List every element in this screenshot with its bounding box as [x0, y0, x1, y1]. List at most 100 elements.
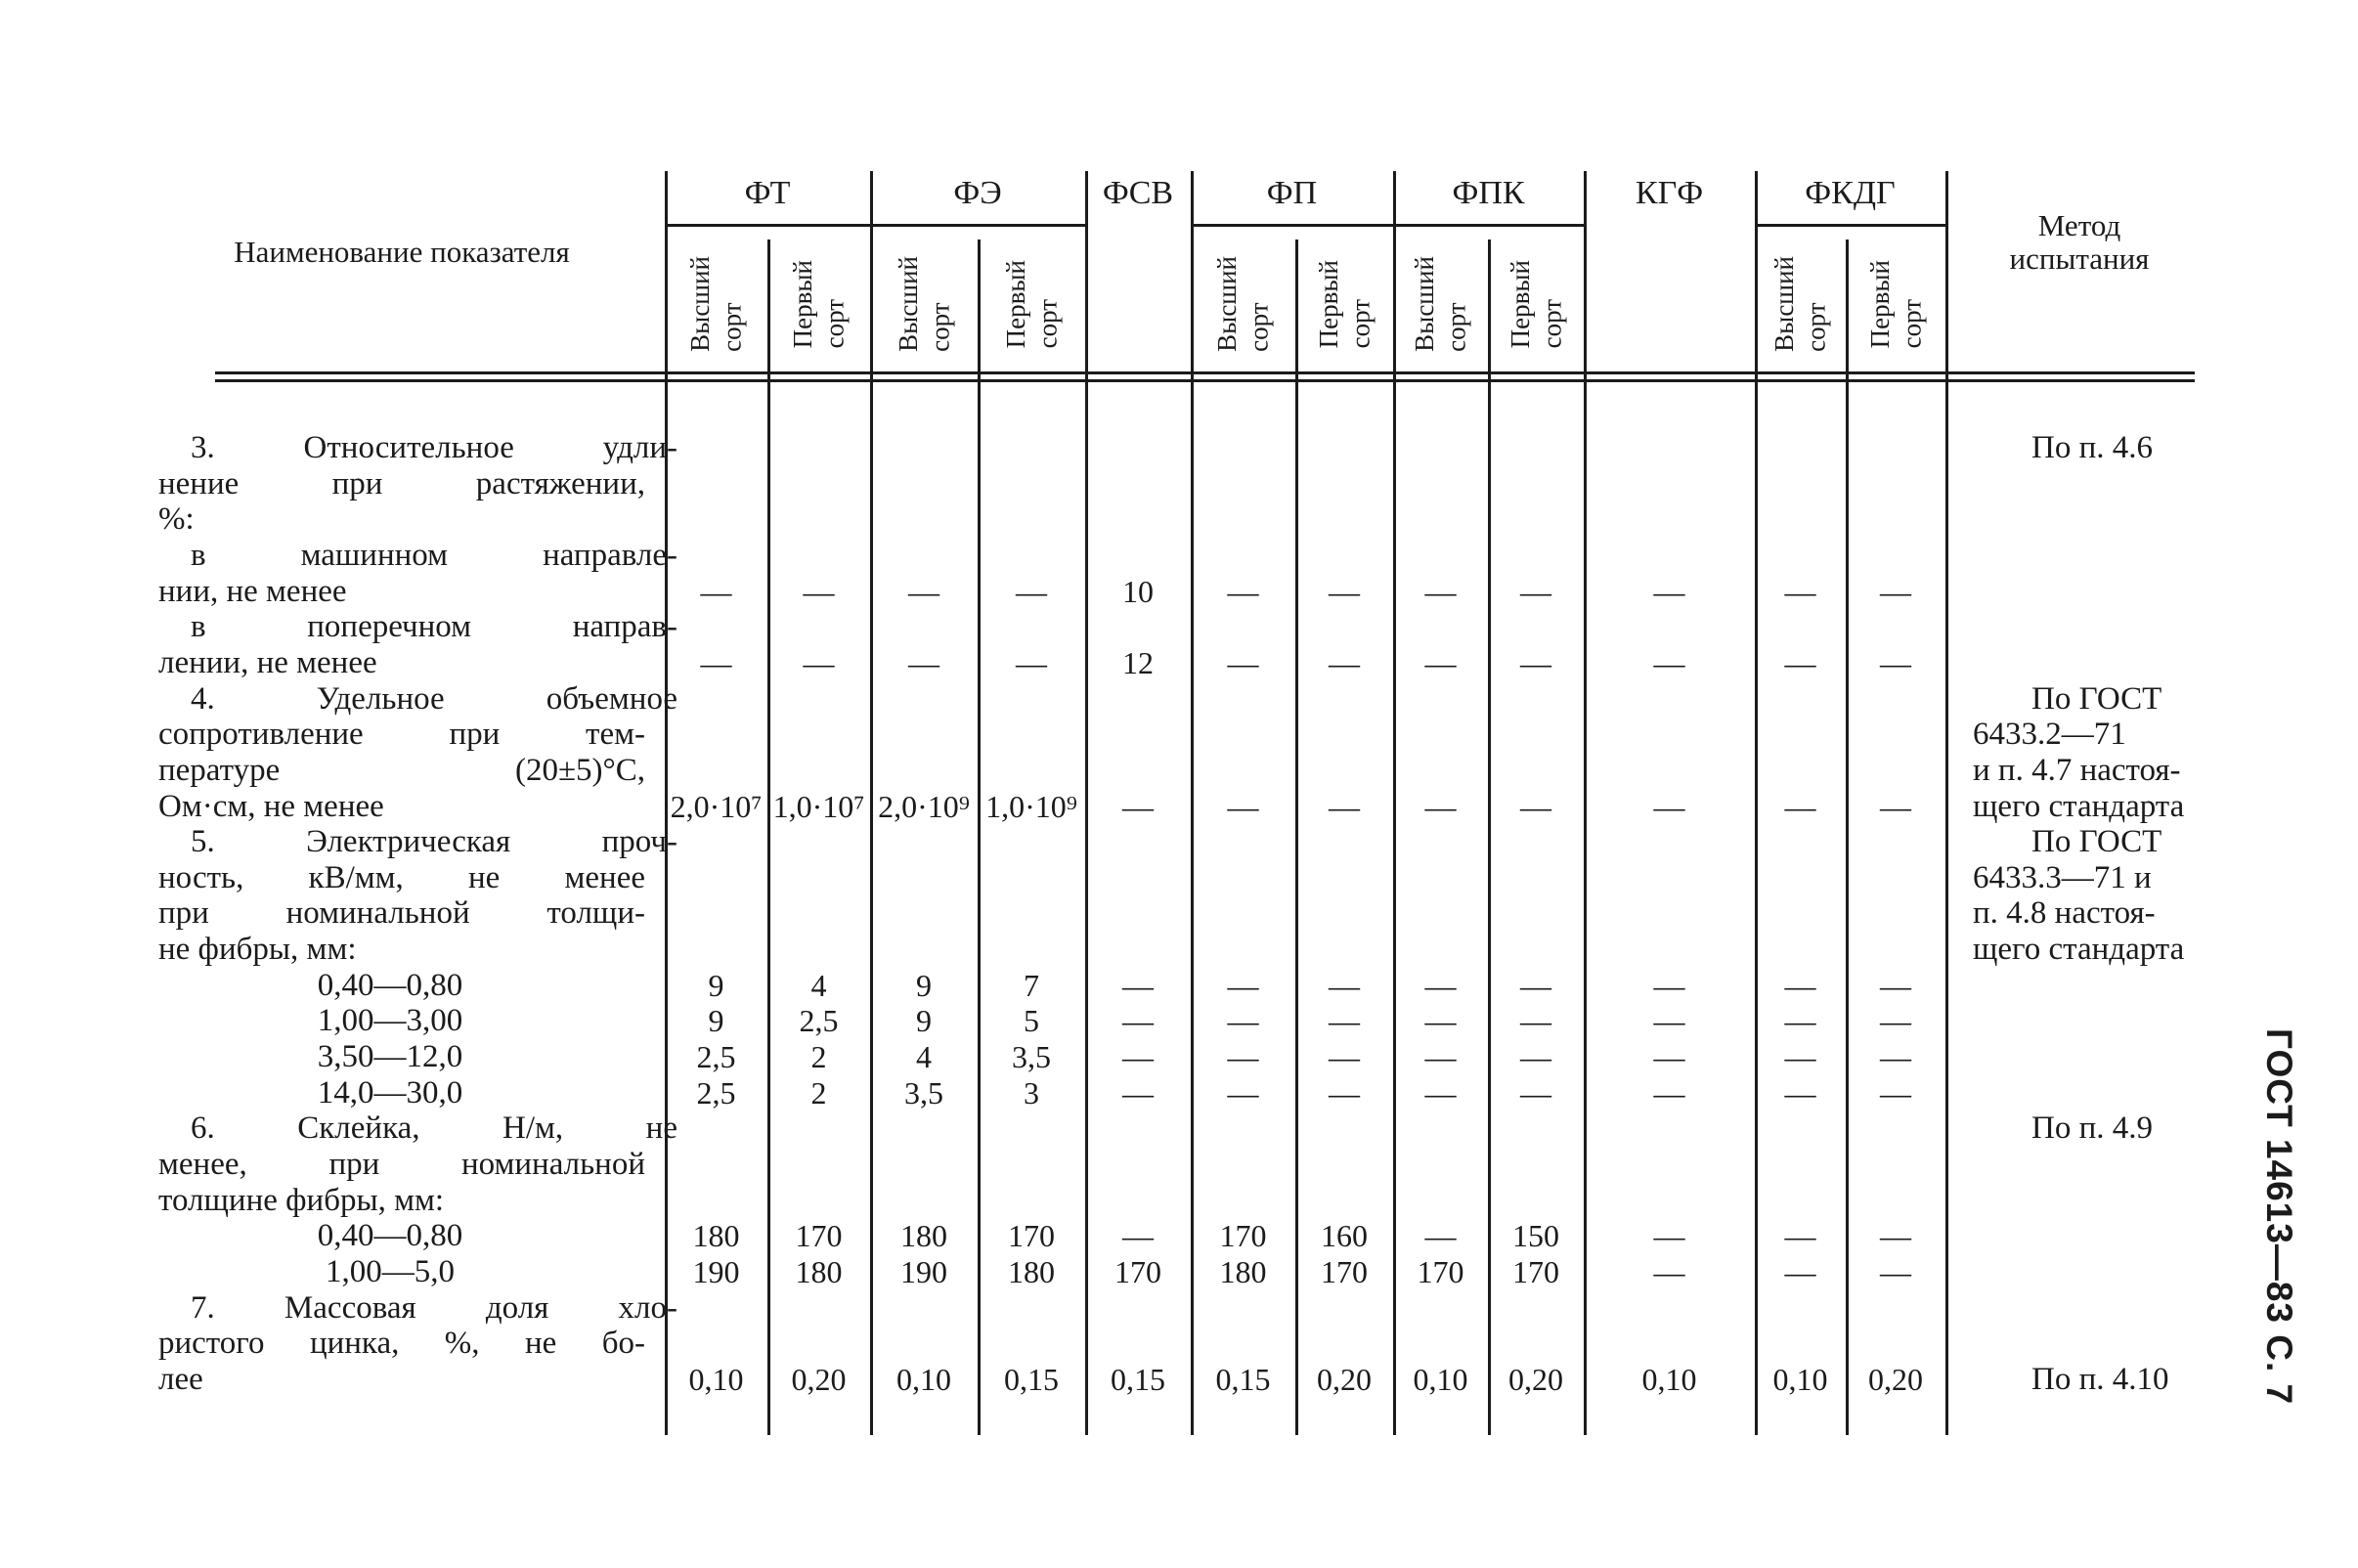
subcolumn-separator-line [1488, 240, 1491, 1435]
cell-value: 180 [1008, 1254, 1055, 1289]
method-cell: п. 4.8 настоя- [1973, 895, 2156, 931]
cell-value: 4 [810, 968, 827, 1003]
cell-value: — [1424, 1075, 1457, 1111]
row-label: 1,00—5,0 [326, 1254, 455, 1289]
row-label: 1,00—3,00 [317, 1003, 463, 1038]
cell-value: 0,20 [1868, 1362, 1923, 1397]
cell-value: — [1122, 968, 1154, 1003]
cell-value: — [1122, 789, 1154, 824]
row-label: 7. Массовая доля хло- [191, 1290, 677, 1326]
row-label: в поперечном направ- [191, 609, 677, 644]
row-label: 6. Склейка, Н/м, не [191, 1111, 677, 1146]
row-label: 0,40—0,80 [317, 968, 463, 1003]
subcolumn-separator-line [767, 240, 770, 1435]
cell-value: — [1424, 1218, 1457, 1253]
method-cell: и п. 4.7 настоя- [1973, 753, 2181, 788]
cell-value: — [908, 574, 939, 609]
cell-value: — [1784, 1254, 1816, 1289]
cell-value: 0,20 [1317, 1362, 1372, 1397]
group-header-ФКДГ: ФКДГ [1805, 175, 1896, 211]
row-label: лении, не менее [158, 645, 377, 680]
cell-value: — [1880, 574, 1911, 609]
cell-value: 2,5 [696, 1075, 736, 1111]
method-cell: 6433.3—71 и [1973, 860, 2152, 895]
row-label: %: [158, 501, 195, 537]
group-underline [1755, 224, 1945, 227]
cell-value: 160 [1321, 1218, 1368, 1253]
cell-value: — [1653, 1254, 1685, 1289]
group-header-КГФ: КГФ [1635, 175, 1704, 211]
group-header-ФСВ: ФСВ [1102, 175, 1174, 211]
sub-header-label: Первый сорт [1313, 259, 1375, 349]
row-label: Ом·см, не менее [158, 789, 384, 824]
cell-value: 1,0·10⁷ [772, 789, 865, 824]
cell-value: — [1424, 645, 1457, 680]
cell-value: — [1653, 789, 1685, 824]
cell-value: — [1122, 1075, 1154, 1111]
cell-value: — [1880, 1218, 1911, 1253]
sub-header-label: Высший сорт [685, 256, 747, 352]
column-separator-line [1085, 171, 1088, 1435]
cell-value: 180 [1219, 1254, 1267, 1289]
cell-value: — [1016, 645, 1047, 680]
group-underline [1393, 224, 1584, 227]
cell-value: 3,5 [904, 1075, 943, 1111]
row-label: 14,0—30,0 [317, 1075, 463, 1111]
cell-value: 0,15 [1004, 1362, 1059, 1397]
cell-value: 2,5 [696, 1039, 736, 1074]
group-header-ФП: ФП [1266, 175, 1318, 211]
cell-value: 190 [900, 1254, 947, 1289]
cell-value: — [1880, 1075, 1911, 1111]
sub-header-cell: Первый сорт [1295, 240, 1393, 369]
cell-value: — [1880, 645, 1911, 680]
cell-value: — [1653, 574, 1685, 609]
cell-value: 7 [1024, 968, 1039, 1003]
cell-value: 3 [1024, 1075, 1039, 1111]
cell-value: 9 [916, 968, 932, 1003]
row-label: ристого цинка, %, не бо- [158, 1326, 645, 1361]
cell-value: 180 [692, 1218, 740, 1253]
cell-value: 4 [916, 1039, 932, 1074]
cell-value: — [1227, 1039, 1259, 1074]
method-cell: щего стандарта [1973, 932, 2185, 967]
row-label: менее, при номинальной [158, 1147, 645, 1182]
cell-value: — [1329, 968, 1360, 1003]
cell-value: — [1653, 968, 1685, 1003]
cell-value: — [1424, 968, 1457, 1003]
sub-header-label: Высший сорт [893, 256, 954, 352]
cell-value: — [908, 645, 939, 680]
cell-value: — [1227, 968, 1259, 1003]
cell-value: — [1880, 789, 1911, 824]
row-label: нение при растяжении, [158, 466, 645, 501]
cell-value: 9 [916, 1003, 932, 1038]
method-cell: 6433.2—71 [1973, 717, 2126, 752]
cell-value: 1,0·10⁹ [985, 789, 1077, 824]
cell-value: — [700, 645, 732, 680]
cell-value: 9 [708, 968, 724, 1003]
cell-value: — [1520, 1003, 1551, 1038]
group-underline [870, 224, 1085, 227]
cell-value: — [1329, 574, 1360, 609]
header-double-rule [215, 371, 2195, 374]
cell-value: — [1653, 1218, 1685, 1253]
subcolumn-separator-line [978, 240, 981, 1435]
cell-value: — [1784, 645, 1816, 680]
method-column-header: Метод испытания [1950, 209, 2208, 276]
row-label: 0,40—0,80 [317, 1218, 463, 1253]
sub-header-label: Первый сорт [1505, 259, 1566, 349]
cell-value: — [1329, 1075, 1360, 1111]
cell-value: — [1520, 1039, 1551, 1074]
sub-header-cell: Первый сорт [1488, 240, 1584, 369]
cell-value: — [1653, 1075, 1685, 1111]
cell-value: 170 [1219, 1218, 1267, 1253]
cell-value: 170 [1008, 1218, 1055, 1253]
subcolumn-separator-line [1846, 240, 1849, 1435]
column-separator-line [1945, 171, 1948, 1435]
sub-header-cell: Высший сорт [1393, 240, 1488, 369]
cell-value: — [1016, 574, 1047, 609]
row-label: 3. Относительное удли- [191, 430, 677, 465]
row-label: сопротивление при тем- [158, 717, 645, 752]
sub-header-cell: Высший сорт [1191, 240, 1295, 369]
cell-value: 0,10 [688, 1362, 744, 1397]
cell-value: 0,20 [791, 1362, 847, 1397]
